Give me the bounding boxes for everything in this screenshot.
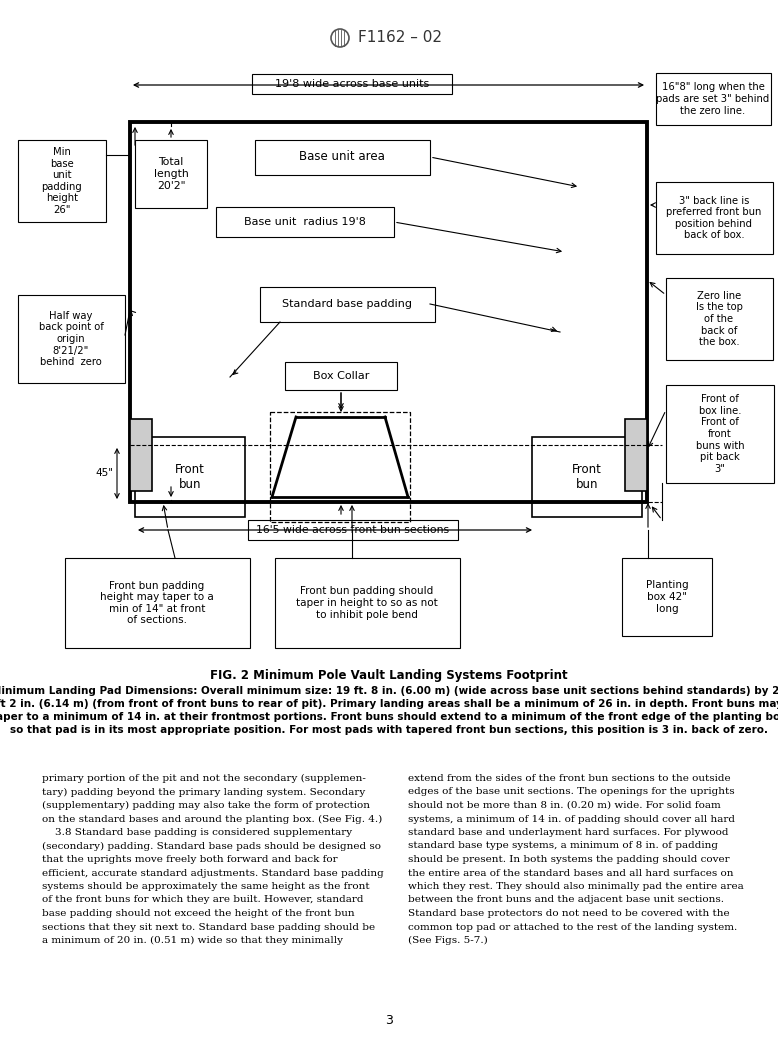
Bar [666, 385, 774, 483]
Bar [216, 207, 394, 237]
Text: Front of
box line.
Front of
front
buns with
pit back
3": Front of box line. Front of front buns w… [696, 395, 745, 474]
Text: 16"8" long when the
pads are set 3" behind
the zero line.: 16"8" long when the pads are set 3" behi… [657, 82, 769, 116]
Bar [130, 418, 152, 491]
Text: 19'8 wide across base units: 19'8 wide across base units [275, 79, 429, 88]
Text: systems should be approximately the same height as the front: systems should be approximately the same… [42, 882, 370, 891]
Bar [270, 412, 410, 522]
Text: a minimum of 20 in. (0.51 m) wide so that they minimally: a minimum of 20 in. (0.51 m) wide so tha… [42, 936, 343, 945]
Text: standard base type systems, a minimum of 8 in. of padding: standard base type systems, a minimum of… [408, 841, 718, 850]
Bar [532, 437, 642, 517]
Text: Planting
box 42"
long: Planting box 42" long [646, 581, 689, 613]
Text: efficient, accurate standard adjustments. Standard base padding: efficient, accurate standard adjustments… [42, 868, 384, 878]
Bar [135, 139, 207, 208]
Text: Box Collar: Box Collar [313, 371, 370, 381]
Text: (See Figs. 5-7.): (See Figs. 5-7.) [408, 936, 488, 945]
Text: 16'5 wide across front bun sections: 16'5 wide across front bun sections [257, 525, 450, 535]
Bar [252, 74, 452, 94]
Text: 3" back line is
preferred front bun
position behind
back of box.: 3" back line is preferred front bun posi… [666, 196, 762, 240]
Text: which they rest. They should also minimally pad the entire area: which they rest. They should also minima… [408, 882, 744, 891]
Text: Minimum Landing Pad Dimensions: Overall minimum size: 19 ft. 8 in. (6.00 m) (wid: Minimum Landing Pad Dimensions: Overall … [0, 686, 778, 696]
Text: extend from the sides of the front bun sections to the outside: extend from the sides of the front bun s… [408, 775, 731, 783]
Text: Front bun padding
height may taper to a
min of 14" at front
of sections.: Front bun padding height may taper to a … [100, 581, 214, 626]
Text: Total
length
20'2": Total length 20'2" [153, 157, 188, 191]
Text: sections that they sit next to. Standard base padding should be: sections that they sit next to. Standard… [42, 922, 375, 932]
Text: the entire area of the standard bases and all hard surfaces on: the entire area of the standard bases an… [408, 868, 734, 878]
Text: ft 2 in. (6.14 m) (from front of front buns to rear of pit). Primary landing are: ft 2 in. (6.14 m) (from front of front b… [0, 699, 778, 709]
Bar [666, 278, 773, 360]
Text: base padding should not exceed the height of the front bun: base padding should not exceed the heigh… [42, 909, 355, 918]
Text: Front bun padding should
taper in height to so as not
to inhibit pole bend: Front bun padding should taper in height… [296, 586, 438, 619]
Text: that the uprights move freely both forward and back for: that the uprights move freely both forwa… [42, 855, 338, 864]
Text: Standard base padding: Standard base padding [282, 299, 412, 309]
Bar [622, 558, 712, 636]
Bar [656, 73, 771, 125]
Bar [255, 139, 430, 175]
Text: (supplementary) padding may also take the form of protection: (supplementary) padding may also take th… [42, 801, 370, 810]
Bar [656, 182, 773, 254]
Text: (secondary) padding. Standard base pads should be designed so: (secondary) padding. Standard base pads … [42, 841, 381, 850]
Text: Base unit  radius 19'8: Base unit radius 19'8 [244, 217, 366, 227]
Bar [18, 139, 106, 222]
Text: Zero line
Is the top
of the
back of
the box.: Zero line Is the top of the back of the … [696, 290, 742, 348]
Text: common top pad or attached to the rest of the landing system.: common top pad or attached to the rest o… [408, 922, 738, 932]
Text: between the front buns and the adjacent base unit sections.: between the front buns and the adjacent … [408, 895, 724, 905]
Text: 45": 45" [95, 468, 113, 478]
Text: Base unit area: Base unit area [299, 151, 385, 163]
Text: F1162 – 02: F1162 – 02 [358, 30, 442, 46]
Text: standard base and underlayment hard surfaces. For plywood: standard base and underlayment hard surf… [408, 828, 728, 837]
Text: edges of the base unit sections. The openings for the uprights: edges of the base unit sections. The ope… [408, 787, 734, 796]
Bar [65, 558, 250, 648]
Text: primary portion of the pit and not the secondary (supplemen-: primary portion of the pit and not the s… [42, 775, 366, 783]
Text: FIG. 2 Minimum Pole Vault Landing Systems Footprint: FIG. 2 Minimum Pole Vault Landing System… [210, 668, 568, 682]
Text: of the front buns for which they are built. However, standard: of the front buns for which they are bui… [42, 895, 363, 905]
Text: 3.8 Standard base padding is considered supplementary: 3.8 Standard base padding is considered … [42, 828, 352, 837]
Bar [260, 287, 435, 322]
Text: should be present. In both systems the padding should cover: should be present. In both systems the p… [408, 855, 730, 864]
Text: Front
bun: Front bun [572, 463, 602, 491]
Text: 3: 3 [385, 1014, 393, 1026]
Text: tary) padding beyond the primary landing system. Secondary: tary) padding beyond the primary landing… [42, 787, 365, 796]
Text: should not be more than 8 in. (0.20 m) wide. For solid foam: should not be more than 8 in. (0.20 m) w… [408, 801, 720, 810]
Bar [135, 437, 245, 517]
Bar [275, 558, 460, 648]
Text: Front
bun: Front bun [175, 463, 205, 491]
Text: so that pad is in its most appropriate position. For most pads with tapered fron: so that pad is in its most appropriate p… [10, 725, 768, 735]
Text: Standard base protectors do not need to be covered with the: Standard base protectors do not need to … [408, 909, 730, 918]
Bar [18, 295, 125, 383]
Bar [285, 362, 397, 390]
Text: Half way
back point of
origin
8'21/2"
behind  zero: Half way back point of origin 8'21/2" be… [39, 311, 103, 367]
Bar [625, 418, 647, 491]
Text: taper to a minimum of 14 in. at their frontmost portions. Front buns should exte: taper to a minimum of 14 in. at their fr… [0, 712, 778, 722]
Text: Min
base
unit
padding
height
26": Min base unit padding height 26" [42, 147, 82, 215]
Text: on the standard bases and around the planting box. (See Fig. 4.): on the standard bases and around the pla… [42, 814, 382, 823]
Bar [248, 520, 458, 540]
Text: systems, a minimum of 14 in. of padding should cover all hard: systems, a minimum of 14 in. of padding … [408, 814, 735, 823]
Bar [130, 122, 647, 502]
